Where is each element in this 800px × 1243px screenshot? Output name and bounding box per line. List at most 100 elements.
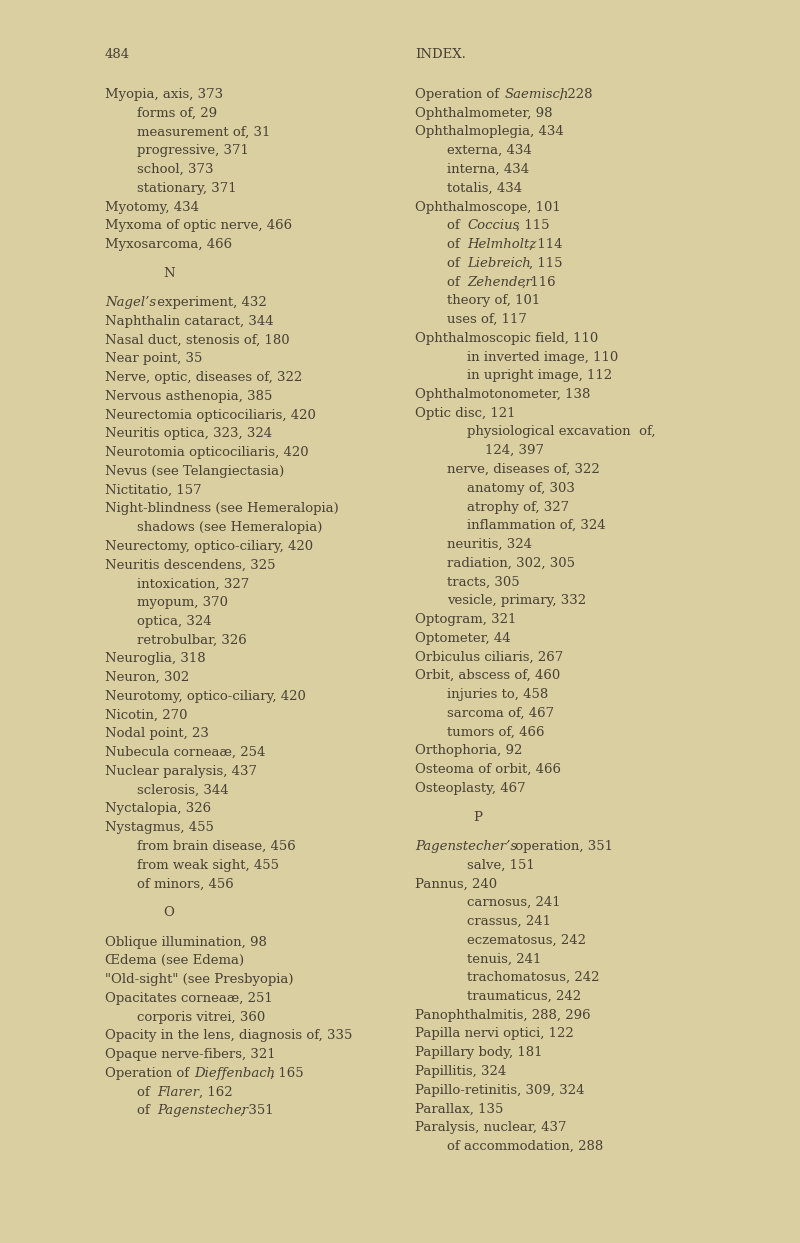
Text: Myopia, axis, 373: Myopia, axis, 373	[105, 88, 223, 101]
Text: P: P	[473, 810, 482, 824]
Text: , 351: , 351	[240, 1104, 274, 1117]
Text: Paralysis, nuclear, 437: Paralysis, nuclear, 437	[415, 1121, 566, 1134]
Text: Operation of: Operation of	[105, 1066, 194, 1080]
Text: shadows (see Hemeralopia): shadows (see Hemeralopia)	[137, 521, 322, 534]
Text: vesicle, primary, 332: vesicle, primary, 332	[447, 594, 586, 608]
Text: Parallax, 135: Parallax, 135	[415, 1103, 503, 1115]
Text: intoxication, 327: intoxication, 327	[137, 578, 250, 590]
Text: crassus, 241: crassus, 241	[467, 915, 551, 927]
Text: experiment, 432: experiment, 432	[153, 296, 266, 310]
Text: Neuroglia, 318: Neuroglia, 318	[105, 653, 206, 665]
Text: Nervous asthenopia, 385: Nervous asthenopia, 385	[105, 390, 272, 403]
Text: Papilla nervi optici, 122: Papilla nervi optici, 122	[415, 1028, 574, 1040]
Text: from brain disease, 456: from brain disease, 456	[137, 840, 296, 853]
Text: Nicotin, 270: Nicotin, 270	[105, 709, 187, 722]
Text: Operation of: Operation of	[415, 88, 503, 101]
Text: physiological excavation  of,: physiological excavation of,	[467, 425, 655, 439]
Text: externa, 434: externa, 434	[447, 144, 532, 158]
Text: Zehender: Zehender	[467, 276, 532, 288]
Text: Myotomy, 434: Myotomy, 434	[105, 200, 199, 214]
Text: Near point, 35: Near point, 35	[105, 352, 202, 365]
Text: interna, 434: interna, 434	[447, 163, 529, 177]
Text: school, 373: school, 373	[137, 163, 214, 177]
Text: Oblique illumination, 98: Oblique illumination, 98	[105, 936, 267, 948]
Text: theory of, 101: theory of, 101	[447, 295, 540, 307]
Text: Ophthalmoscopic field, 110: Ophthalmoscopic field, 110	[415, 332, 598, 344]
Text: , 165: , 165	[270, 1066, 303, 1080]
Text: tumors of, 466: tumors of, 466	[447, 726, 545, 738]
Text: Optogram, 321: Optogram, 321	[415, 613, 516, 626]
Text: Orbiculus ciliaris, 267: Orbiculus ciliaris, 267	[415, 650, 563, 664]
Text: in upright image, 112: in upright image, 112	[467, 369, 612, 383]
Text: , 114: , 114	[530, 237, 563, 251]
Text: Coccius: Coccius	[467, 219, 520, 232]
Text: traumaticus, 242: traumaticus, 242	[467, 989, 581, 1003]
Text: Osteoplasty, 467: Osteoplasty, 467	[415, 782, 526, 794]
Text: radiation, 302, 305: radiation, 302, 305	[447, 557, 575, 569]
Text: INDEX.: INDEX.	[415, 48, 466, 61]
Text: Pannus, 240: Pannus, 240	[415, 878, 497, 890]
Text: Dieffenbach: Dieffenbach	[194, 1066, 275, 1080]
Text: eczematosus, 242: eczematosus, 242	[467, 933, 586, 947]
Text: Nerve, optic, diseases of, 322: Nerve, optic, diseases of, 322	[105, 372, 302, 384]
Text: of: of	[447, 257, 464, 270]
Text: sarcoma of, 467: sarcoma of, 467	[447, 707, 554, 720]
Text: Neuron, 302: Neuron, 302	[105, 671, 190, 684]
Text: operation, 351: operation, 351	[511, 840, 613, 853]
Text: totalis, 434: totalis, 434	[447, 181, 522, 195]
Text: measurement of, 31: measurement of, 31	[137, 126, 270, 138]
Text: Papillary body, 181: Papillary body, 181	[415, 1047, 542, 1059]
Text: Pagenstecher: Pagenstecher	[158, 1104, 249, 1117]
Text: salve, 151: salve, 151	[467, 859, 534, 871]
Text: Papillo-retinitis, 309, 324: Papillo-retinitis, 309, 324	[415, 1084, 585, 1096]
Text: 484: 484	[105, 48, 130, 61]
Text: Myxosarcoma, 466: Myxosarcoma, 466	[105, 237, 232, 251]
Text: sclerosis, 344: sclerosis, 344	[137, 783, 229, 797]
Text: 124, 397: 124, 397	[485, 444, 544, 457]
Text: , 115: , 115	[530, 257, 563, 270]
Text: from weak sight, 455: from weak sight, 455	[137, 859, 279, 871]
Text: of: of	[137, 1104, 154, 1117]
Text: Nasal duct, stenosis of, 180: Nasal duct, stenosis of, 180	[105, 333, 290, 347]
Text: Orbit, abscess of, 460: Orbit, abscess of, 460	[415, 669, 560, 682]
Text: Neurotomia opticociliaris, 420: Neurotomia opticociliaris, 420	[105, 446, 309, 459]
Text: progressive, 371: progressive, 371	[137, 144, 249, 158]
Text: of: of	[447, 276, 464, 288]
Text: Opacity in the lens, diagnosis of, 335: Opacity in the lens, diagnosis of, 335	[105, 1029, 352, 1042]
Text: atrophy of, 327: atrophy of, 327	[467, 501, 569, 513]
Text: of: of	[137, 1085, 154, 1099]
Text: Liebreich: Liebreich	[467, 257, 531, 270]
Text: anatomy of, 303: anatomy of, 303	[467, 482, 575, 495]
Text: of: of	[447, 237, 464, 251]
Text: Optic disc, 121: Optic disc, 121	[415, 406, 515, 420]
Text: , 115: , 115	[516, 219, 549, 232]
Text: Nubecula corneaæ, 254: Nubecula corneaæ, 254	[105, 746, 266, 759]
Text: Neurectomia opticociliaris, 420: Neurectomia opticociliaris, 420	[105, 409, 316, 421]
Text: Osteoma of orbit, 466: Osteoma of orbit, 466	[415, 763, 561, 776]
Text: uses of, 117: uses of, 117	[447, 313, 527, 326]
Text: stationary, 371: stationary, 371	[137, 181, 237, 195]
Text: "Old-sight" (see Presbyopia): "Old-sight" (see Presbyopia)	[105, 973, 294, 986]
Text: Œdema (see Edema): Œdema (see Edema)	[105, 955, 244, 967]
Text: in inverted image, 110: in inverted image, 110	[467, 351, 618, 363]
Text: of minors, 456: of minors, 456	[137, 878, 234, 890]
Text: Neuritis descendens, 325: Neuritis descendens, 325	[105, 558, 275, 572]
Text: Myxoma of optic nerve, 466: Myxoma of optic nerve, 466	[105, 219, 292, 232]
Text: N: N	[163, 267, 174, 280]
Text: , 228: , 228	[559, 88, 593, 101]
Text: Neuritis optica, 323, 324: Neuritis optica, 323, 324	[105, 428, 272, 440]
Text: Orthophoria, 92: Orthophoria, 92	[415, 745, 522, 757]
Text: trachomatosus, 242: trachomatosus, 242	[467, 971, 599, 984]
Text: Helmholtz: Helmholtz	[467, 237, 537, 251]
Text: corporis vitrei, 360: corporis vitrei, 360	[137, 1011, 266, 1023]
Text: Nuclear paralysis, 437: Nuclear paralysis, 437	[105, 764, 257, 778]
Text: Ophthalmoscope, 101: Ophthalmoscope, 101	[415, 200, 561, 214]
Text: forms of, 29: forms of, 29	[137, 107, 217, 119]
Text: Flarer: Flarer	[158, 1085, 199, 1099]
Text: Neurotomy, optico-ciliary, 420: Neurotomy, optico-ciliary, 420	[105, 690, 306, 702]
Text: Nystagmus, 455: Nystagmus, 455	[105, 822, 214, 834]
Text: Ophthalmometer, 98: Ophthalmometer, 98	[415, 107, 553, 119]
Text: Nodal point, 23: Nodal point, 23	[105, 727, 209, 741]
Text: , 116: , 116	[522, 276, 556, 288]
Text: Ophthalmotonometer, 138: Ophthalmotonometer, 138	[415, 388, 590, 401]
